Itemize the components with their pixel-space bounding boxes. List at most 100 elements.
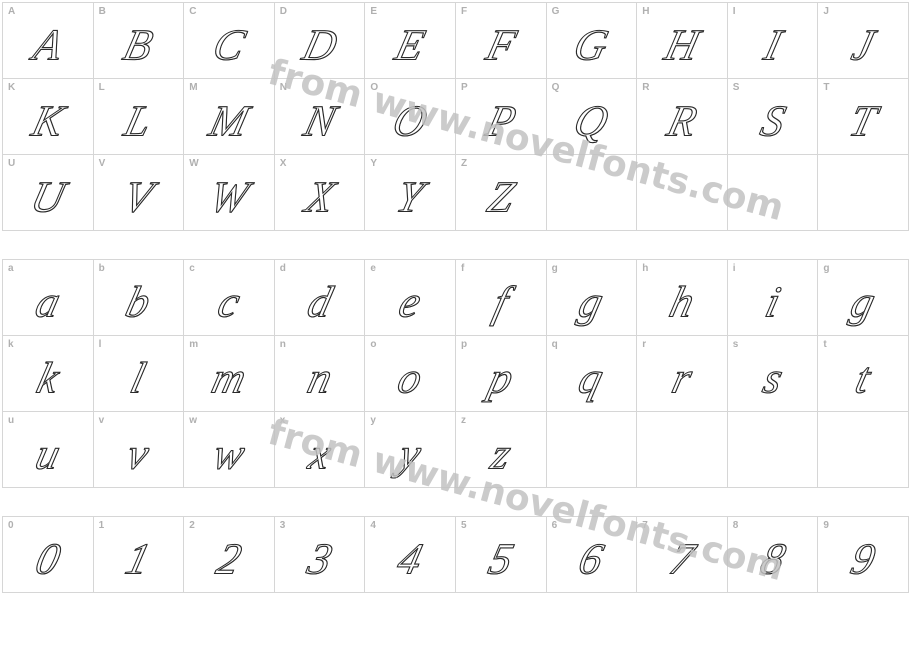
cell-label: L bbox=[99, 82, 105, 93]
glyph-cell: SS bbox=[728, 79, 819, 155]
glyph-cell bbox=[818, 155, 909, 231]
glyph-cell: hh bbox=[637, 260, 728, 336]
glyph-display: 9 bbox=[847, 537, 880, 581]
cell-label: C bbox=[189, 6, 196, 17]
glyph-cell: XX bbox=[275, 155, 366, 231]
cell-label: y bbox=[370, 415, 376, 426]
cell-label: b bbox=[99, 263, 105, 274]
glyph-cell: YY bbox=[365, 155, 456, 231]
glyph-display: E bbox=[391, 23, 429, 67]
glyph-display: 2 bbox=[212, 537, 245, 581]
glyph-cell: tt bbox=[818, 336, 909, 412]
glyph-display: R bbox=[663, 99, 701, 143]
glyph-display: G bbox=[570, 23, 613, 67]
glyph-display: y bbox=[395, 432, 426, 476]
glyph-display: S bbox=[756, 99, 789, 143]
glyph-display: N bbox=[299, 99, 339, 143]
glyph-display: U bbox=[26, 175, 69, 219]
glyph-cell: xx bbox=[275, 412, 366, 488]
glyph-cell: KK bbox=[3, 79, 94, 155]
cell-label: l bbox=[99, 339, 102, 350]
cell-label: 7 bbox=[642, 520, 648, 531]
glyph-cell bbox=[547, 155, 638, 231]
glyph-display: v bbox=[123, 432, 154, 476]
cell-label: 0 bbox=[8, 520, 14, 531]
cell-label: x bbox=[280, 415, 286, 426]
glyph-display: J bbox=[848, 23, 879, 67]
lowercase-section: aabbccddeeffgghhiiggkkllmmnnooppqqrrsstt… bbox=[2, 259, 909, 488]
glyph-cell: gg bbox=[818, 260, 909, 336]
glyph-display: F bbox=[482, 23, 520, 67]
glyph-cell: 77 bbox=[637, 517, 728, 593]
glyph-cell: ll bbox=[94, 336, 185, 412]
cell-label: n bbox=[280, 339, 286, 350]
glyph-display: i bbox=[761, 280, 784, 324]
glyph-display: s bbox=[759, 356, 787, 400]
cell-label: v bbox=[99, 415, 105, 426]
cell-label: s bbox=[733, 339, 739, 350]
cell-label: i bbox=[733, 263, 736, 274]
glyph-cell: mm bbox=[184, 336, 275, 412]
cell-label: h bbox=[642, 263, 648, 274]
glyph-cell: gg bbox=[547, 260, 638, 336]
glyph-cell: OO bbox=[365, 79, 456, 155]
glyph-cell: DD bbox=[275, 3, 366, 79]
glyph-display: I bbox=[760, 23, 786, 67]
cell-label: I bbox=[733, 6, 736, 17]
cell-label: 6 bbox=[552, 520, 558, 531]
cell-label: X bbox=[280, 158, 287, 169]
cell-label: E bbox=[370, 6, 377, 17]
glyph-display: C bbox=[209, 23, 249, 67]
font-chart-container: AABBCCDDEEFFGGHHIIJJKKLLMMNNOOPPQQRRSSTT… bbox=[0, 0, 911, 593]
glyph-display: 1 bbox=[122, 537, 155, 581]
cell-label: 5 bbox=[461, 520, 467, 531]
cell-label: H bbox=[642, 6, 649, 17]
glyph-display: p bbox=[484, 356, 517, 400]
glyph-display: g bbox=[847, 280, 880, 324]
glyph-display: k bbox=[33, 356, 64, 400]
glyph-cell bbox=[637, 155, 728, 231]
glyph-cell: WW bbox=[184, 155, 275, 231]
glyph-display: t bbox=[852, 356, 875, 400]
glyph-display: V bbox=[119, 175, 157, 219]
glyph-display: g bbox=[575, 280, 608, 324]
cell-label: m bbox=[189, 339, 198, 350]
glyph-cell: ww bbox=[184, 412, 275, 488]
cell-label: o bbox=[370, 339, 376, 350]
cell-label: f bbox=[461, 263, 464, 274]
glyph-cell: zz bbox=[456, 412, 547, 488]
cell-label: T bbox=[823, 82, 829, 93]
glyph-cell: 88 bbox=[728, 517, 819, 593]
glyph-display: r bbox=[668, 356, 696, 400]
glyph-cell: ZZ bbox=[456, 155, 547, 231]
cell-label: U bbox=[8, 158, 15, 169]
uppercase-section: AABBCCDDEEFFGGHHIIJJKKLLMMNNOOPPQQRRSSTT… bbox=[2, 2, 909, 231]
glyph-display: D bbox=[298, 23, 341, 67]
cell-label: 8 bbox=[733, 520, 739, 531]
glyph-display: O bbox=[389, 99, 432, 143]
glyph-cell: uu bbox=[3, 412, 94, 488]
cell-label: G bbox=[552, 6, 560, 17]
glyph-display: P bbox=[482, 99, 520, 143]
glyph-display: o bbox=[394, 356, 427, 400]
glyph-cell: ii bbox=[728, 260, 819, 336]
glyph-display: 3 bbox=[303, 537, 336, 581]
glyph-cell: PP bbox=[456, 79, 547, 155]
glyph-cell: yy bbox=[365, 412, 456, 488]
glyph-display: m bbox=[208, 356, 251, 400]
glyph-cell: 33 bbox=[275, 517, 366, 593]
glyph-display: 7 bbox=[665, 537, 698, 581]
cell-label: 9 bbox=[823, 520, 829, 531]
glyph-display: L bbox=[121, 99, 156, 143]
glyph-cell: VV bbox=[94, 155, 185, 231]
cell-label: 1 bbox=[99, 520, 105, 531]
glyph-cell: pp bbox=[456, 336, 547, 412]
glyph-display: l bbox=[127, 356, 150, 400]
glyph-cell: QQ bbox=[547, 79, 638, 155]
glyph-cell: 55 bbox=[456, 517, 547, 593]
glyph-cell bbox=[818, 412, 909, 488]
glyph-display: H bbox=[661, 23, 704, 67]
glyph-display: Q bbox=[570, 99, 613, 143]
cell-label: Z bbox=[461, 158, 467, 169]
glyph-cell: kk bbox=[3, 336, 94, 412]
